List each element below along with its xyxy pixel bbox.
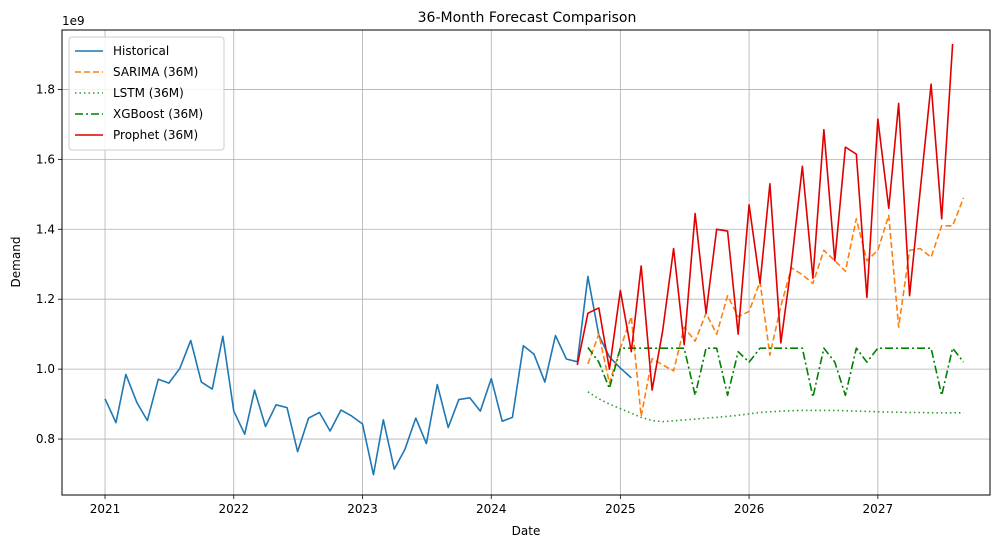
y-tick-label: 1.2	[36, 292, 55, 306]
y-tick-label: 1.4	[36, 222, 55, 236]
plot-frame	[61, 29, 991, 496]
y-tick-label: 1.6	[36, 152, 55, 166]
series-lines	[104, 43, 965, 476]
legend: Historical SARIMA (36M) LSTM (36M) XGBoost …	[68, 36, 225, 151]
x-axis-title: Date	[512, 524, 541, 538]
legend-label: LSTM (36M)	[113, 86, 184, 100]
x-axis-ticks: 2021 2022 2023 2024 2025 2026 2027	[90, 495, 893, 516]
chart-title: 36-Month Forecast Comparison	[418, 10, 637, 26]
series-lstm-36m	[587, 391, 964, 423]
x-tick-label: 2024	[476, 502, 507, 516]
legend-label: Prophet (36M)	[113, 128, 198, 142]
legend-box	[68, 36, 225, 151]
y-offset-label: 1e9	[62, 14, 85, 28]
x-tick-label: 2025	[605, 502, 636, 516]
legend-label: Historical	[113, 44, 169, 58]
series-xgboost-36m	[587, 346, 965, 398]
x-tick-label: 2023	[347, 502, 378, 516]
y-tick-label: 1.0	[36, 362, 55, 376]
series-prophet-36m	[576, 43, 954, 391]
x-tick-label: 2027	[863, 502, 894, 516]
y-tick-label: 0.8	[36, 432, 55, 446]
y-tick-label: 1.8	[36, 82, 55, 96]
x-tick-label: 2021	[90, 502, 121, 516]
series-historical	[104, 275, 632, 476]
x-tick-label: 2026	[734, 502, 765, 516]
legend-label: XGBoost (36M)	[113, 107, 203, 121]
y-axis-title: Demand	[9, 237, 23, 288]
x-tick-label: 2022	[219, 502, 250, 516]
y-axis-ticks: 0.8 1.0 1.2 1.4 1.6 1.8	[36, 82, 62, 446]
legend-label: SARIMA (36M)	[113, 65, 198, 79]
